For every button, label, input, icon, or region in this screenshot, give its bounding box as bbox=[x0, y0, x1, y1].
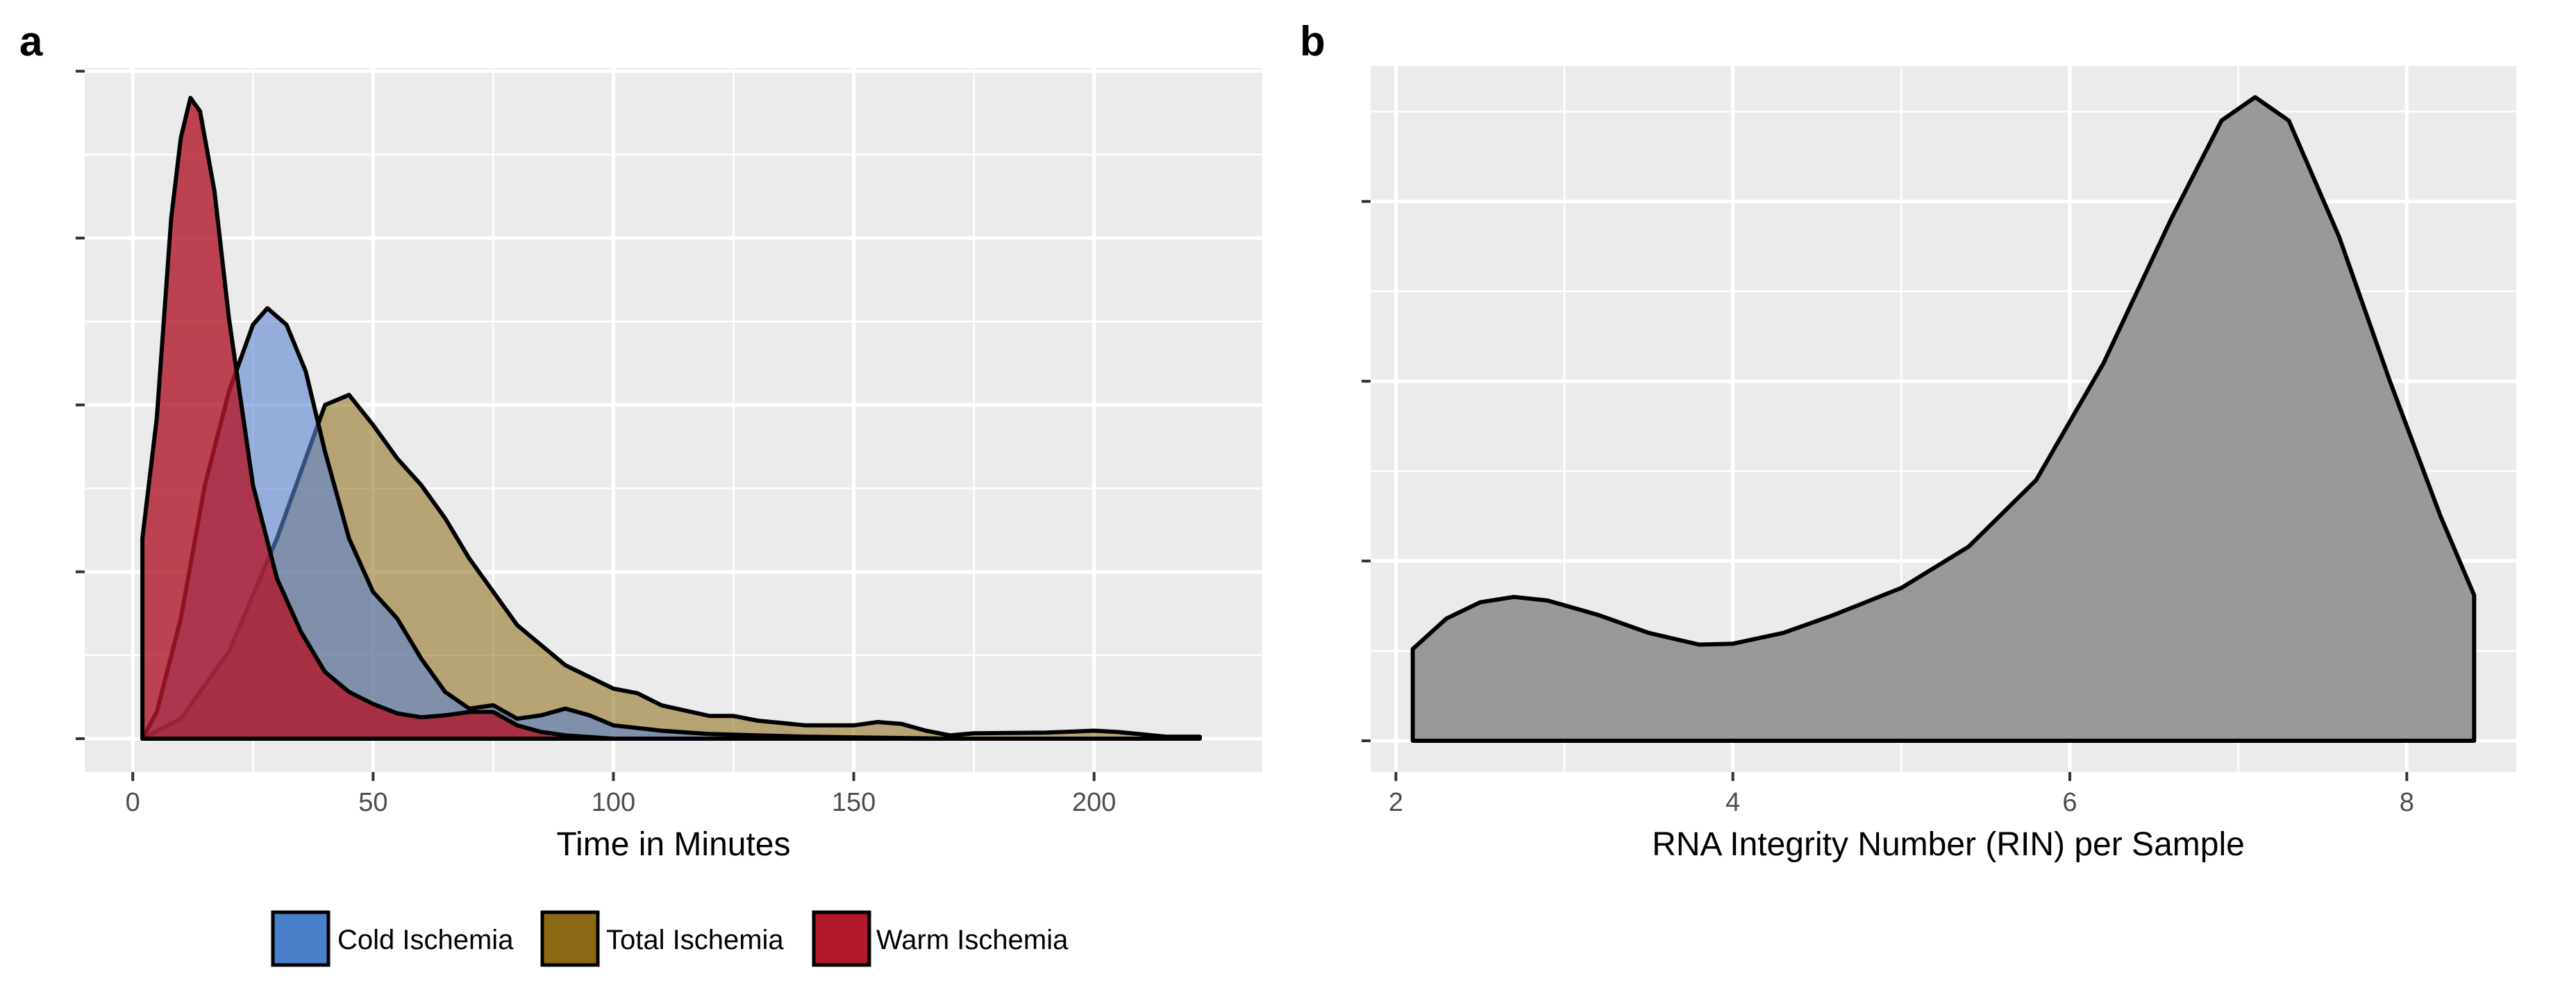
density-area-cold-ischemia bbox=[140, 305, 952, 741]
density-area-warm-ischemia bbox=[140, 96, 616, 741]
legend-key-warm-ischemia bbox=[812, 910, 871, 967]
legend: Cold Ischemia Total Ischemia Warm Ischem… bbox=[271, 910, 1069, 967]
density-area-rin bbox=[1410, 95, 2477, 743]
panel-b-density-area bbox=[1410, 95, 2477, 743]
panel-a-x-tick-label: 200 bbox=[1072, 788, 1116, 817]
panel-a-x-tick-label: 100 bbox=[592, 788, 635, 817]
panel-a-density-areas bbox=[140, 96, 1202, 741]
panel-b-x-tick-label: 6 bbox=[2062, 788, 2077, 817]
panel-b-letter: b bbox=[1300, 18, 1325, 65]
legend-key-cold-ischemia bbox=[271, 910, 331, 967]
panel-b-x-tick-label: 8 bbox=[2400, 788, 2414, 817]
panel-b-x-tick-label: 2 bbox=[1389, 788, 1403, 817]
panel-a-x-axis-title: Time in Minutes bbox=[557, 826, 791, 863]
legend-label-cold-ischemia: Cold Ischemia bbox=[337, 925, 514, 955]
legend-label-warm-ischemia: Warm Ischemia bbox=[876, 925, 1069, 955]
panel-a: a 0 50 100 150 200 Time in Minutes bbox=[19, 18, 1262, 863]
panel-a-x-tick-label: 0 bbox=[126, 788, 140, 817]
panel-a-x-tick-label: 50 bbox=[358, 788, 387, 817]
legend-label-total-ischemia: Total Ischemia bbox=[606, 925, 784, 955]
panel-a-x-ticks: 0 50 100 150 200 bbox=[126, 772, 1116, 817]
panel-b: b 2 4 6 8 RNA Integrity Number (RIN) per Sa… bbox=[1300, 18, 2516, 863]
panel-b-x-tick-label: 4 bbox=[1725, 788, 1740, 817]
panel-a-y-ticks bbox=[76, 69, 85, 740]
panel-a-letter: a bbox=[19, 18, 43, 65]
panel-b-y-ticks bbox=[1362, 200, 1371, 742]
panel-b-x-axis-title: RNA Integrity Number (RIN) per Sample bbox=[1652, 826, 2245, 863]
panel-a-x-tick-label: 150 bbox=[832, 788, 876, 817]
legend-key-total-ischemia bbox=[540, 910, 600, 967]
panel-b-x-ticks: 2 4 6 8 bbox=[1389, 772, 2414, 817]
